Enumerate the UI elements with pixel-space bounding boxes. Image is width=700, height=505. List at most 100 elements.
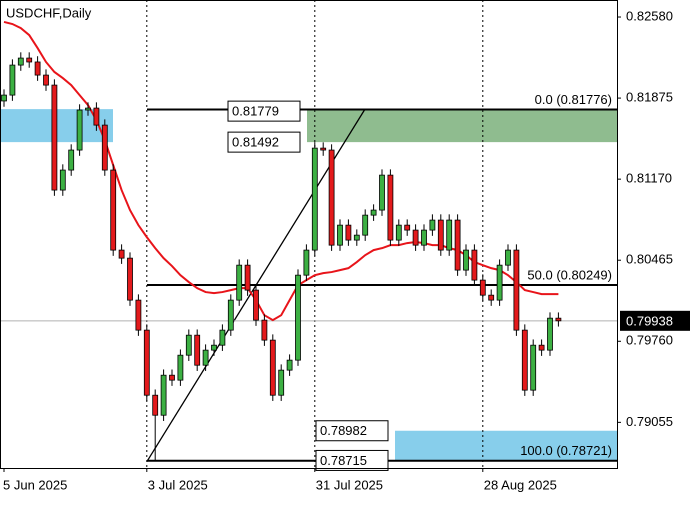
candle-body	[538, 344, 545, 351]
candle-body	[437, 219, 444, 251]
candle-body	[227, 299, 234, 331]
x-tick-label: 28 Aug 2025	[484, 477, 557, 492]
candle-body	[547, 317, 553, 351]
price-label-box	[315, 449, 389, 471]
candle-body	[211, 344, 217, 351]
candle-body	[177, 354, 184, 381]
y-tick-label: 0.81170	[626, 171, 672, 186]
candle-body	[261, 319, 268, 341]
candle-body	[295, 274, 301, 361]
candle-body	[93, 107, 100, 126]
price-label-box	[227, 131, 301, 153]
current-price-label: 0.79938	[626, 313, 673, 328]
y-tick-label: 0.80465	[626, 252, 673, 267]
price-label: 0.78715	[320, 453, 367, 468]
supply-zone	[307, 109, 617, 143]
candle-body	[85, 107, 91, 111]
candle-body	[387, 174, 394, 241]
candle-body	[278, 369, 285, 396]
candle-body	[555, 317, 562, 322]
candle-body	[51, 84, 58, 191]
candle-body	[135, 299, 142, 331]
candle-body	[68, 149, 75, 171]
candle-body	[404, 224, 411, 231]
candle-body	[362, 214, 369, 236]
candle-body	[496, 264, 503, 301]
candle-body	[101, 124, 108, 171]
candle-body	[454, 219, 461, 271]
price-label: 0.78982	[320, 423, 367, 438]
zones	[0, 109, 617, 461]
candle-body	[311, 147, 318, 251]
plot-frame	[0, 0, 618, 469]
candle-body	[446, 219, 453, 251]
candle-body	[530, 344, 537, 391]
candle-body	[479, 279, 486, 296]
fib-label: 100.0 (0.78721)	[520, 443, 612, 458]
price-label-box	[227, 100, 301, 122]
candle-body	[505, 249, 511, 266]
candle-body	[353, 234, 360, 241]
candle-body	[320, 147, 327, 151]
candle-body	[286, 359, 293, 371]
fib-label: 50.0 (0.80249)	[527, 267, 612, 282]
candle-body	[17, 57, 24, 66]
price-label: 0.81492	[232, 135, 279, 150]
chart-title: USDCHF,Daily	[6, 5, 92, 20]
candle-body	[328, 149, 335, 246]
candle-body	[59, 169, 66, 191]
candle-body	[202, 349, 209, 366]
candle-body	[185, 334, 192, 356]
candle-body	[521, 329, 528, 391]
candle-body	[379, 174, 385, 211]
candle-body	[471, 249, 478, 281]
candle-body	[429, 219, 436, 231]
candle-body	[488, 294, 495, 301]
candle-body	[421, 229, 427, 246]
y-tick-label: 0.81875	[626, 90, 673, 105]
candle-body	[118, 249, 125, 259]
candle-body	[412, 229, 419, 246]
y-tick-label: 0.82580	[626, 8, 673, 23]
candle-body	[345, 224, 352, 241]
candle-body	[1, 94, 7, 102]
x-tick-label: 5 Jun 2025	[3, 477, 67, 492]
candle-body	[370, 209, 377, 216]
candle-body	[303, 249, 310, 276]
y-tick-label: 0.79760	[626, 333, 673, 348]
y-tick-label: 0.79055	[626, 414, 673, 429]
candles	[1, 52, 562, 462]
candle-body	[9, 64, 16, 96]
candle-body	[236, 264, 243, 301]
current-price-box	[620, 310, 690, 331]
candle-body	[152, 394, 159, 416]
labels: 5 Jun 2025 3 Jul 2025 31 Jul 2025 28 Aug 20…	[3, 8, 690, 492]
price-label: 0.81779	[232, 104, 279, 119]
candle-body	[34, 61, 41, 76]
candle-body	[244, 264, 251, 291]
candle-body	[395, 224, 402, 241]
candle-body	[169, 374, 175, 381]
x-tick-label: 3 Jul 2025	[148, 477, 208, 492]
fib-label: 0.0 (0.81776)	[535, 92, 612, 107]
candle-body	[337, 224, 343, 246]
candle-body	[127, 257, 133, 301]
candle-body	[253, 289, 259, 321]
candle-body	[219, 329, 226, 346]
candle-body	[143, 329, 150, 396]
candle-body	[110, 169, 117, 251]
candle-body	[269, 339, 276, 396]
candle-body	[463, 249, 469, 271]
candle-body	[26, 57, 33, 63]
price-label-box	[315, 420, 389, 442]
demand-zone	[395, 430, 617, 461]
candle-body	[160, 374, 167, 416]
x-tick-label: 31 Jul 2025	[316, 477, 383, 492]
candle-body	[76, 109, 83, 151]
candle-body	[43, 74, 49, 86]
candle-body	[513, 249, 520, 331]
candle-body	[194, 334, 201, 366]
